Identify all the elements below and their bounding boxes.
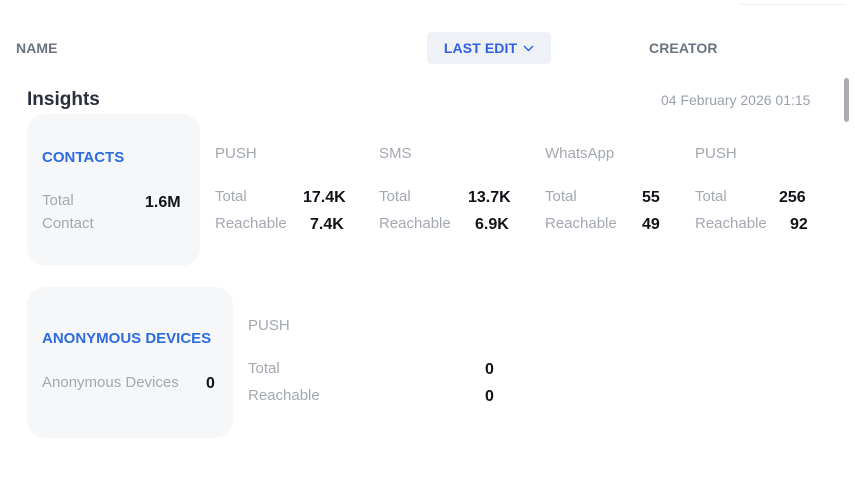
contacts-contact-label: Contact bbox=[42, 215, 94, 232]
channel-push-title: PUSH bbox=[215, 145, 257, 162]
channel-whatsapp-total-value: 55 bbox=[642, 189, 660, 206]
channel-sms-total-label: Total bbox=[379, 188, 411, 205]
anonymous-devices-title: ANONYMOUS DEVICES bbox=[42, 330, 212, 347]
channel-whatsapp-title: WhatsApp bbox=[545, 145, 615, 162]
channel-push-reachable-label: Reachable bbox=[215, 215, 287, 232]
channel-whatsapp-total-label: Total bbox=[545, 188, 577, 205]
channel-push-2-total-value: 256 bbox=[779, 189, 806, 206]
channel-whatsapp-reachable-value: 49 bbox=[642, 216, 660, 233]
channel-push-2-reachable-label: Reachable bbox=[695, 215, 767, 232]
channel-sms-reachable-value: 6.9K bbox=[475, 216, 509, 233]
anonymous-push-total-label: Total bbox=[248, 360, 280, 377]
last-edit-label: LAST EDIT bbox=[443, 40, 518, 56]
column-header-creator[interactable]: CREATOR bbox=[649, 40, 718, 56]
channel-push-total-value: 17.4K bbox=[303, 189, 346, 206]
column-header-name[interactable]: NAME bbox=[16, 40, 58, 56]
channel-push-2-title: PUSH bbox=[695, 145, 737, 162]
contacts-total-label: Total bbox=[42, 192, 74, 209]
contacts-card bbox=[27, 114, 200, 266]
anonymous-push-total-value: 0 bbox=[485, 361, 494, 378]
channel-whatsapp-reachable-label: Reachable bbox=[545, 215, 617, 232]
scrollbar-thumb[interactable] bbox=[844, 78, 849, 122]
channel-push-2-reachable-value: 92 bbox=[790, 216, 808, 233]
channel-push-2-total-label: Total bbox=[695, 188, 727, 205]
channel-sms-title: SMS bbox=[379, 145, 412, 162]
column-header-last-edit[interactable]: LAST EDIT bbox=[427, 32, 551, 64]
channel-push-total-label: Total bbox=[215, 188, 247, 205]
anonymous-push-reachable-value: 0 bbox=[485, 388, 494, 405]
channel-sms-reachable-label: Reachable bbox=[379, 215, 451, 232]
chevron-down-icon bbox=[523, 45, 534, 51]
anonymous-push-reachable-label: Reachable bbox=[248, 387, 320, 404]
contacts-title: CONTACTS bbox=[42, 149, 125, 166]
channel-sms-total-value: 13.7K bbox=[468, 189, 511, 206]
insights-title: Insights bbox=[27, 89, 100, 110]
anonymous-push-title: PUSH bbox=[248, 317, 290, 334]
insights-date: 04 February 2026 01:15 bbox=[661, 92, 811, 108]
anonymous-devices-card bbox=[27, 287, 233, 438]
contacts-total-value: 1.6M bbox=[145, 194, 181, 211]
top-divider bbox=[740, 4, 846, 5]
anonymous-devices-label: Anonymous Devices bbox=[42, 374, 179, 391]
channel-push-reachable-value: 7.4K bbox=[310, 216, 344, 233]
anonymous-devices-value: 0 bbox=[206, 375, 215, 392]
